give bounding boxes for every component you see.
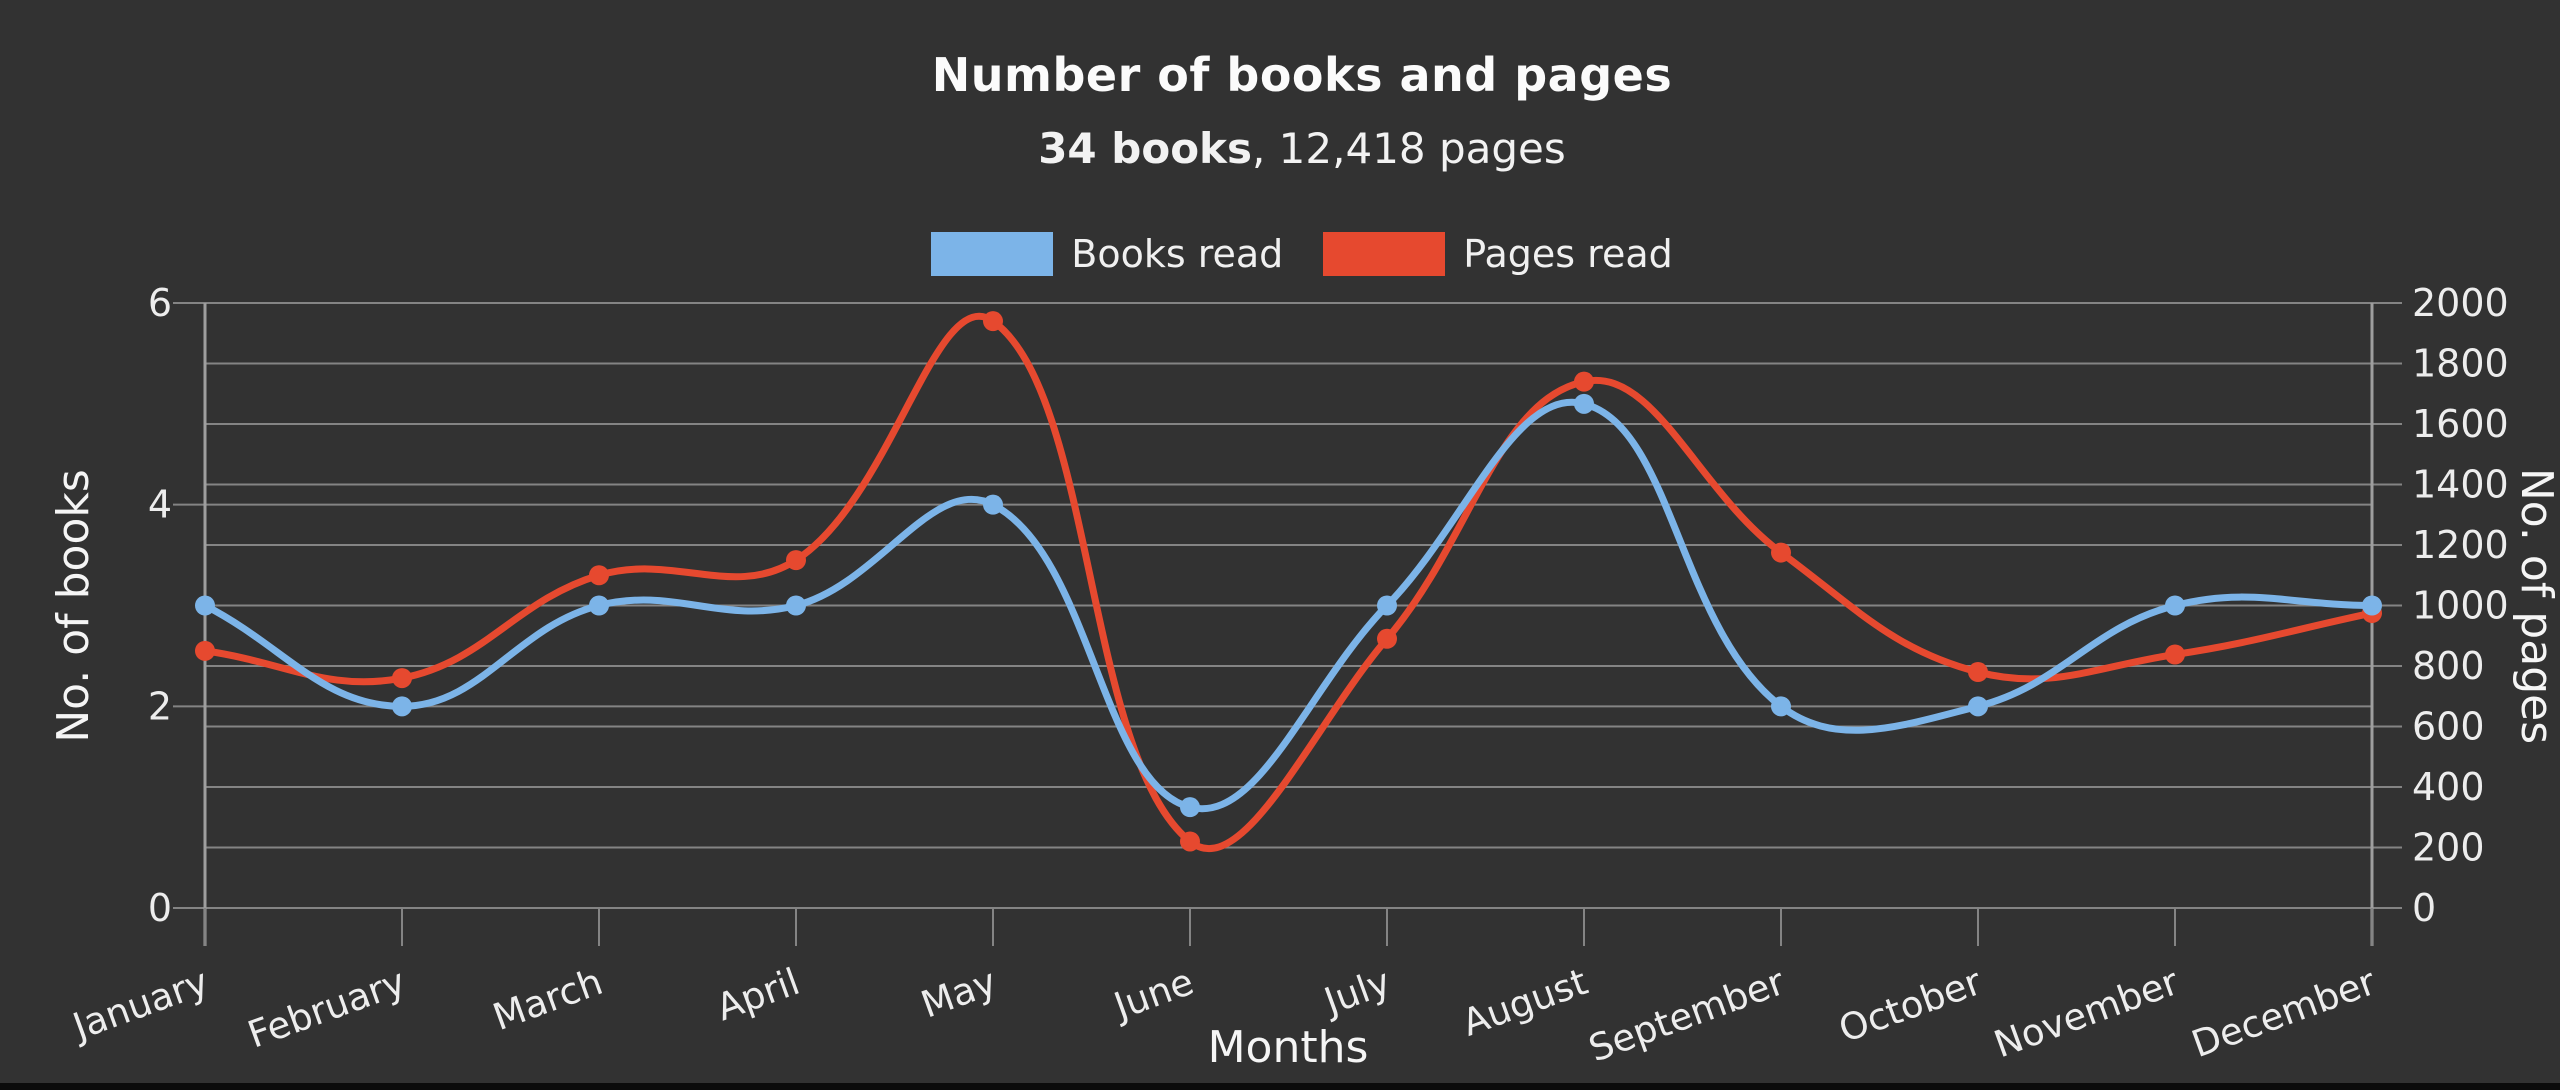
y-axis-left-title: No. of books [48, 469, 99, 743]
chart-subtitle: 34 books, 12,418 pages [22, 128, 2560, 170]
books-read-point-november [2165, 595, 2185, 616]
books-read-point-september [1771, 696, 1791, 717]
y-left-tick-label-2: 2 [148, 684, 172, 728]
x-axis-title: Months [1208, 1022, 1369, 1073]
y-right-tick-label-1800: 1800 [2412, 342, 2509, 386]
x-tick-label-may: May [915, 960, 1002, 1027]
pages-read-line [201, 312, 2376, 853]
chart-title: Number of books and pages [931, 48, 1673, 102]
pages-read-point-august [1574, 371, 1594, 392]
books-read-point-march [589, 595, 609, 616]
x-tick-label-september: September [1583, 960, 1791, 1071]
pages-read-point-february [392, 668, 412, 689]
y-axis-right-title: No. of pages [2511, 468, 2560, 744]
legend-swatch-books-read [931, 232, 1054, 276]
x-tick-label-october: October [1833, 960, 1988, 1051]
legend-swatch-pages-read [1323, 232, 1446, 276]
books-read-point-december [2362, 595, 2382, 616]
bottom-edge-strip [0, 1083, 2560, 1090]
books-read-point-february [392, 696, 412, 717]
subtitle-pages-total: , 12,418 pages [1251, 124, 1566, 173]
subtitle-books-total: 34 books [1038, 124, 1252, 173]
y-right-tick-label-1600: 1600 [2412, 402, 2509, 446]
y-right-tick-label-1000: 1000 [2412, 584, 2509, 628]
x-tick-label-december: December [2186, 960, 2382, 1066]
books-read-point-august [1574, 393, 1594, 414]
pages-read-point-january [195, 640, 215, 661]
books-read-point-july [1377, 595, 1397, 616]
x-tick-label-march: March [487, 960, 608, 1039]
books-read-point-june [1180, 797, 1200, 818]
y-right-tick-label-200: 200 [2412, 826, 2485, 870]
pages-read-point-april [786, 550, 806, 571]
legend-label-pages-read: Pages read [1463, 232, 1673, 276]
y-left-tick-label-4: 4 [148, 483, 172, 527]
chart-header: Number of books and pages 34 books, 12,4… [22, 0, 2560, 276]
y-right-tick-label-400: 400 [2412, 765, 2485, 809]
legend-label-books-read: Books read [1071, 232, 1284, 276]
x-tick-label-august: August [1457, 960, 1593, 1045]
legend: Books read Pages read [22, 232, 2560, 276]
y-right-tick-label-0: 0 [2412, 886, 2436, 930]
legend-item-pages-read[interactable]: Pages read [1323, 232, 1673, 276]
books-read-point-may [983, 494, 1003, 515]
pages-read-point-june [1180, 831, 1200, 852]
x-tick-label-april: April [711, 960, 805, 1029]
x-tick-label-february: February [242, 960, 411, 1056]
books-read-point-october [1968, 696, 1988, 717]
y-left-tick-label-6: 6 [148, 281, 172, 325]
books-read-point-april [786, 595, 806, 616]
y-left-tick-label-0: 0 [148, 886, 172, 930]
x-tick-label-january: January [66, 960, 214, 1049]
x-tick-label-november: November [1988, 960, 2184, 1067]
y-right-tick-label-600: 600 [2412, 705, 2485, 749]
legend-item-books-read[interactable]: Books read [931, 232, 1283, 276]
books-read-point-january [195, 595, 215, 616]
x-tick-label-june: June [1107, 960, 1199, 1029]
y-right-tick-label-1200: 1200 [2412, 523, 2509, 567]
y-right-tick-label-800: 800 [2412, 644, 2485, 688]
y-right-tick-label-1400: 1400 [2412, 463, 2509, 507]
y-right-tick-label-2000: 2000 [2412, 281, 2509, 325]
x-tick-label-july: July [1317, 960, 1396, 1024]
pages-read-point-march [589, 565, 609, 586]
pages-read-point-september [1771, 542, 1791, 563]
pages-read-point-may [983, 311, 1003, 332]
pages-read-point-july [1377, 628, 1397, 649]
pages-read-point-november [2165, 644, 2185, 665]
pages-read-point-october [1968, 662, 1988, 683]
